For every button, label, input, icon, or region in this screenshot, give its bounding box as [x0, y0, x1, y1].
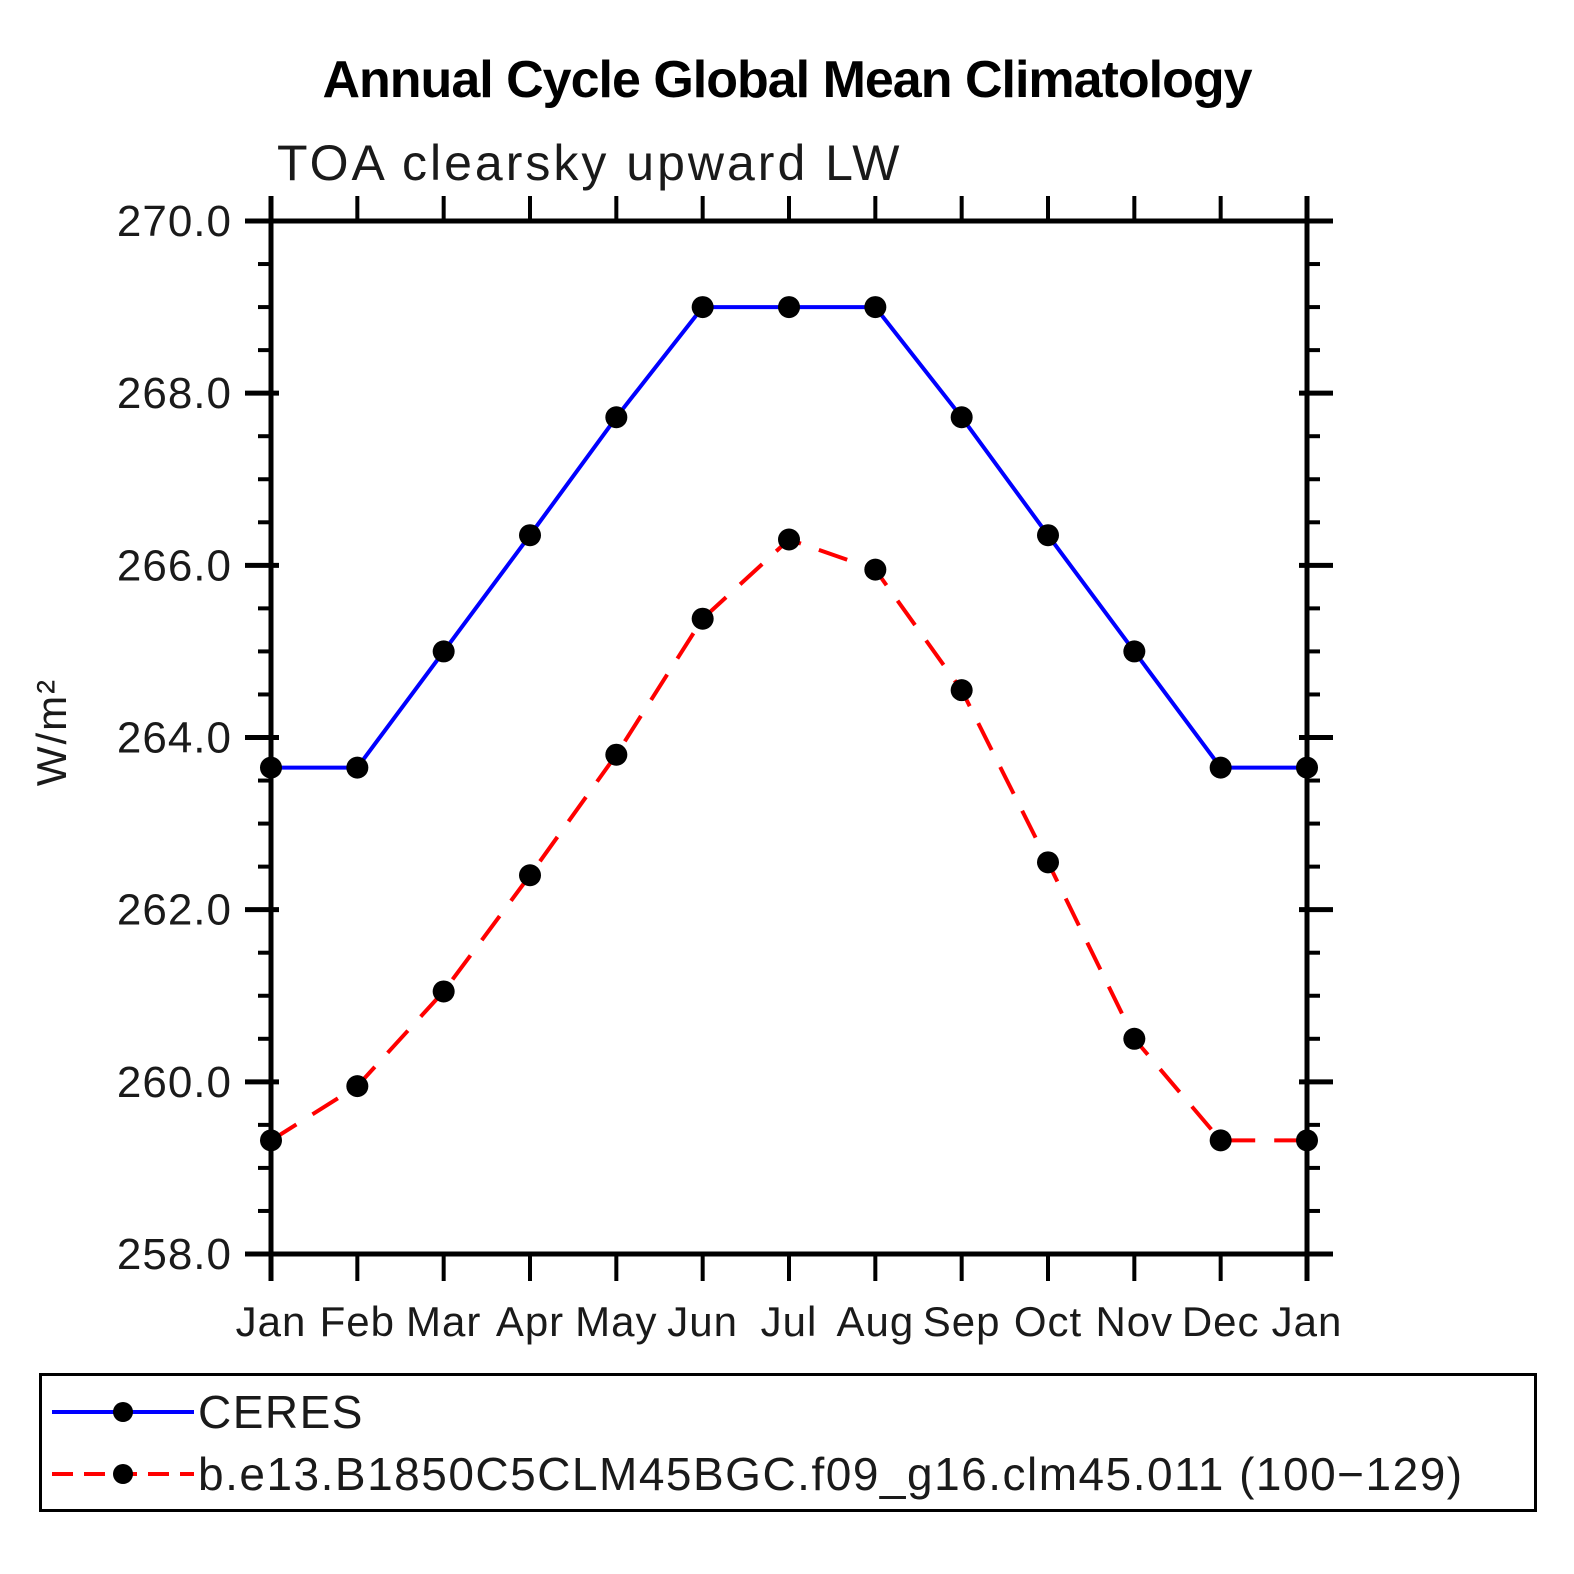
ceres-data-point-marker	[432, 640, 455, 663]
model-data-point-marker	[1037, 851, 1059, 874]
y-tick-label: 270.0	[117, 197, 232, 246]
ceres-data-point-marker	[605, 406, 628, 429]
x-tick-label: Sep	[923, 1298, 1001, 1345]
ceres-data-point-marker	[1123, 640, 1146, 663]
x-tick-label: Apr	[496, 1298, 564, 1345]
y-axis-title: W/m²	[28, 677, 75, 787]
legend-key-model-line	[52, 1464, 194, 1484]
ceres-data-point-marker	[346, 756, 369, 779]
model-data-point-marker	[519, 864, 541, 887]
x-tick-label: Jan	[236, 1298, 307, 1345]
x-tick-label: Mar	[406, 1298, 481, 1345]
y-tick-label: 266.0	[117, 541, 232, 590]
legend-entry-model: b.e13.B1850C5CLM45BGC.f09_g16.clm45.011 …	[48, 1448, 1464, 1500]
model-line	[269, 537, 1307, 1143]
legend-label-ceres: CERES	[198, 1386, 364, 1438]
x-tick-label: Jan	[1272, 1298, 1343, 1345]
y-tick-label: 268.0	[117, 369, 232, 418]
ceres-data-point-marker	[1296, 756, 1318, 779]
ceres-data-point-marker	[1037, 524, 1059, 547]
ceres-data-point-marker	[864, 296, 887, 319]
model-data-point-marker	[260, 1129, 282, 1152]
model-data-point-marker	[864, 558, 887, 581]
y-tick-label: 258.0	[117, 1230, 232, 1279]
x-tick-label: Jun	[667, 1298, 738, 1345]
chart-subtitle: TOA clearsky upward LW	[277, 135, 903, 191]
legend-entry-ceres: CERES	[48, 1386, 364, 1438]
legend-marker-dot	[113, 1464, 133, 1484]
y-tick-label: 260.0	[117, 1058, 232, 1107]
legend-label-model: b.e13.B1850C5CLM45BGC.f09_g16.clm45.011 …	[198, 1448, 1464, 1500]
model-data-point-marker	[691, 607, 714, 630]
legend-key-ceres-line	[52, 1402, 194, 1422]
legend-marker-dot	[113, 1402, 133, 1422]
legend: CERES b.e13.B1850C5CLM45BGC.f09_g16.clm4…	[39, 1373, 1537, 1512]
model-data-point-marker	[1296, 1129, 1318, 1152]
ceres-data-point-marker	[519, 524, 541, 547]
x-tick-label: Feb	[320, 1298, 395, 1345]
x-tick-label: Dec	[1182, 1298, 1260, 1345]
ceres-data-point-marker	[950, 406, 973, 429]
model-data-point-marker	[1209, 1129, 1232, 1152]
model-data-point-marker	[778, 528, 800, 551]
model-data-point-marker	[950, 679, 973, 702]
y-tick-label: 264.0	[117, 714, 232, 763]
x-tick-label: Jul	[761, 1298, 818, 1345]
x-tick-label: Aug	[836, 1298, 914, 1345]
y-tick-label: 262.0	[117, 886, 232, 935]
ceres-data-point-marker	[691, 296, 714, 319]
x-tick-label: Nov	[1095, 1298, 1173, 1345]
ceres-data-point-marker	[778, 296, 800, 319]
model-data-point-marker	[1123, 1027, 1146, 1050]
ceres-data-point-marker	[260, 756, 282, 779]
model-data-point-marker	[605, 743, 628, 766]
chart-title: Annual Cycle Global Mean Climatology	[322, 51, 1252, 109]
ceres-data-point-marker	[1209, 756, 1232, 779]
model-data-point-marker	[346, 1075, 369, 1098]
x-tick-label: Oct	[1014, 1298, 1082, 1345]
x-tick-label: May	[575, 1298, 657, 1345]
model-data-point-marker	[432, 980, 455, 1003]
